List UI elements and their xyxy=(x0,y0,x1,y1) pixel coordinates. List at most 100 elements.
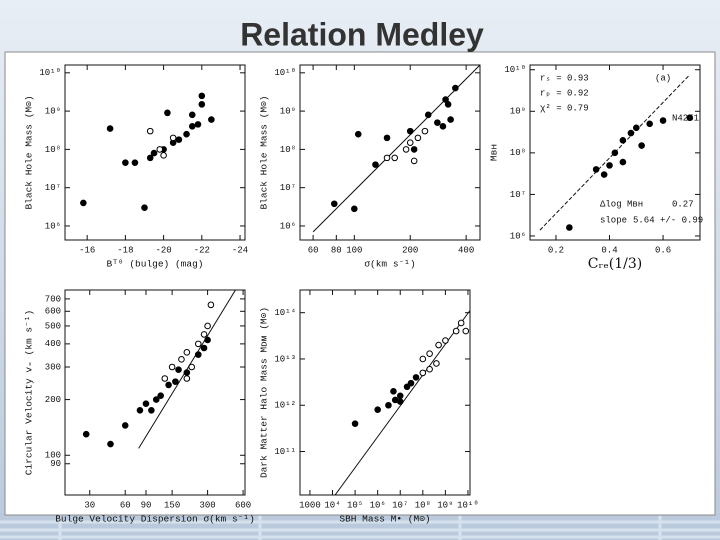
data-point xyxy=(188,123,196,130)
data-point xyxy=(204,322,211,330)
data-point xyxy=(638,142,645,149)
content-panel xyxy=(4,51,716,516)
x-tick-label: -22 xyxy=(194,245,210,255)
data-point xyxy=(200,344,208,352)
x-tick-label: 150 xyxy=(164,500,180,510)
y-tick-label: 10¹⁴ xyxy=(274,307,296,318)
data-point xyxy=(632,124,640,132)
data-point xyxy=(410,157,418,165)
plot-frame xyxy=(299,64,481,241)
data-point xyxy=(434,119,441,126)
data-point xyxy=(391,154,399,162)
data-point xyxy=(351,420,359,427)
data-point xyxy=(372,161,379,168)
x-axis-label: σ(km s⁻¹) xyxy=(364,259,415,270)
y-tick-label: 90 xyxy=(50,459,61,469)
data-point xyxy=(150,149,158,157)
x-tick-label: 300 xyxy=(199,500,215,510)
data-point xyxy=(146,154,154,162)
y-tick-label: 400 xyxy=(45,339,61,349)
fit-line xyxy=(138,290,237,449)
data-point xyxy=(183,375,191,382)
y-tick-label: 600 xyxy=(45,307,61,317)
data-point xyxy=(433,360,440,367)
data-point xyxy=(619,158,627,166)
data-point xyxy=(142,400,150,407)
data-point xyxy=(606,162,613,169)
x-tick-label: 0.4 xyxy=(601,245,617,255)
data-point xyxy=(414,134,422,142)
data-point xyxy=(566,224,573,231)
data-point xyxy=(439,123,447,130)
data-point xyxy=(403,383,411,391)
y-tick-label: 10¹⁰ xyxy=(274,68,296,78)
data-point xyxy=(385,401,392,409)
plot-frame xyxy=(64,289,246,496)
x-tick-label: 30 xyxy=(84,500,95,510)
data-point xyxy=(462,327,470,335)
y-tick-label: 10⁸ xyxy=(45,145,61,155)
data-point xyxy=(82,430,90,438)
y-tick-label: 500 xyxy=(45,321,61,331)
y-tick-label: 10¹⁰ xyxy=(39,68,61,78)
data-point xyxy=(374,406,381,414)
data-point xyxy=(156,146,164,153)
data-point xyxy=(80,199,87,207)
data-point xyxy=(148,407,155,414)
x-tick-label: 10⁸ xyxy=(415,500,431,510)
annotation: (a) xyxy=(655,73,671,83)
data-point xyxy=(188,363,196,371)
fit-line xyxy=(312,65,480,233)
data-point xyxy=(141,204,148,211)
y-tick-label: 100 xyxy=(45,451,61,461)
data-point xyxy=(406,127,414,135)
data-point xyxy=(619,137,627,144)
annotation: rₚ = 0.92 xyxy=(540,88,589,98)
y-tick-label: 10⁷ xyxy=(45,183,61,193)
data-point xyxy=(136,407,144,414)
y-tick-label: 10¹² xyxy=(274,401,296,411)
data-point xyxy=(183,349,191,356)
x-tick-label: -18 xyxy=(117,245,133,255)
data-point xyxy=(419,369,427,377)
annotation: N4251 xyxy=(672,113,699,123)
data-point xyxy=(194,351,202,358)
panel: 30 60 90 150 300 60090100200300400500600700Bu… xyxy=(24,289,255,525)
data-point xyxy=(106,125,114,132)
plot-frame xyxy=(64,64,246,241)
data-point xyxy=(390,388,397,395)
data-point xyxy=(121,422,129,429)
annotation: Δlog Mʙʜ xyxy=(600,199,643,209)
data-point xyxy=(442,96,449,103)
y-tick-label: 10⁷ xyxy=(280,183,296,193)
data-point xyxy=(198,101,206,108)
data-point xyxy=(419,355,427,363)
data-point xyxy=(646,120,653,128)
data-point xyxy=(406,139,414,146)
y-tick-label: 10⁶ xyxy=(45,221,61,231)
data-point xyxy=(107,440,114,448)
x-tick-label: 10⁶ xyxy=(370,500,386,510)
x-tick-label: 200 xyxy=(402,245,418,255)
panel: 1000 10⁴ 10⁵ 10⁶ 10⁷ 10⁸ 10⁹ 10¹⁰ 10¹¹ 10¹² 10¹³ 10… xyxy=(259,289,479,525)
data-point xyxy=(122,159,129,166)
x-tick-label: 400 xyxy=(458,245,474,255)
annotation: 0.27 xyxy=(672,199,694,209)
y-tick-label: 10⁹ xyxy=(280,106,296,116)
y-tick-label: 10⁶ xyxy=(510,231,526,241)
data-point xyxy=(175,366,182,374)
data-point xyxy=(183,369,191,376)
data-point xyxy=(402,146,410,153)
x-axis-label: Bulge Velocity Dispersion σ(km s⁻¹) xyxy=(55,514,255,525)
data-point xyxy=(457,319,465,327)
x-tick-label: 1000 xyxy=(299,500,321,510)
data-point xyxy=(426,350,433,357)
x-tick-label: 0.2 xyxy=(548,245,564,255)
data-point xyxy=(426,365,433,373)
data-point xyxy=(396,392,404,400)
data-point xyxy=(659,117,667,124)
y-axis-label: Circular Velocity v₌ (km s⁻¹) xyxy=(24,310,35,475)
data-point xyxy=(421,127,429,135)
y-tick-label: 10⁸ xyxy=(280,145,296,155)
data-point xyxy=(407,379,415,387)
